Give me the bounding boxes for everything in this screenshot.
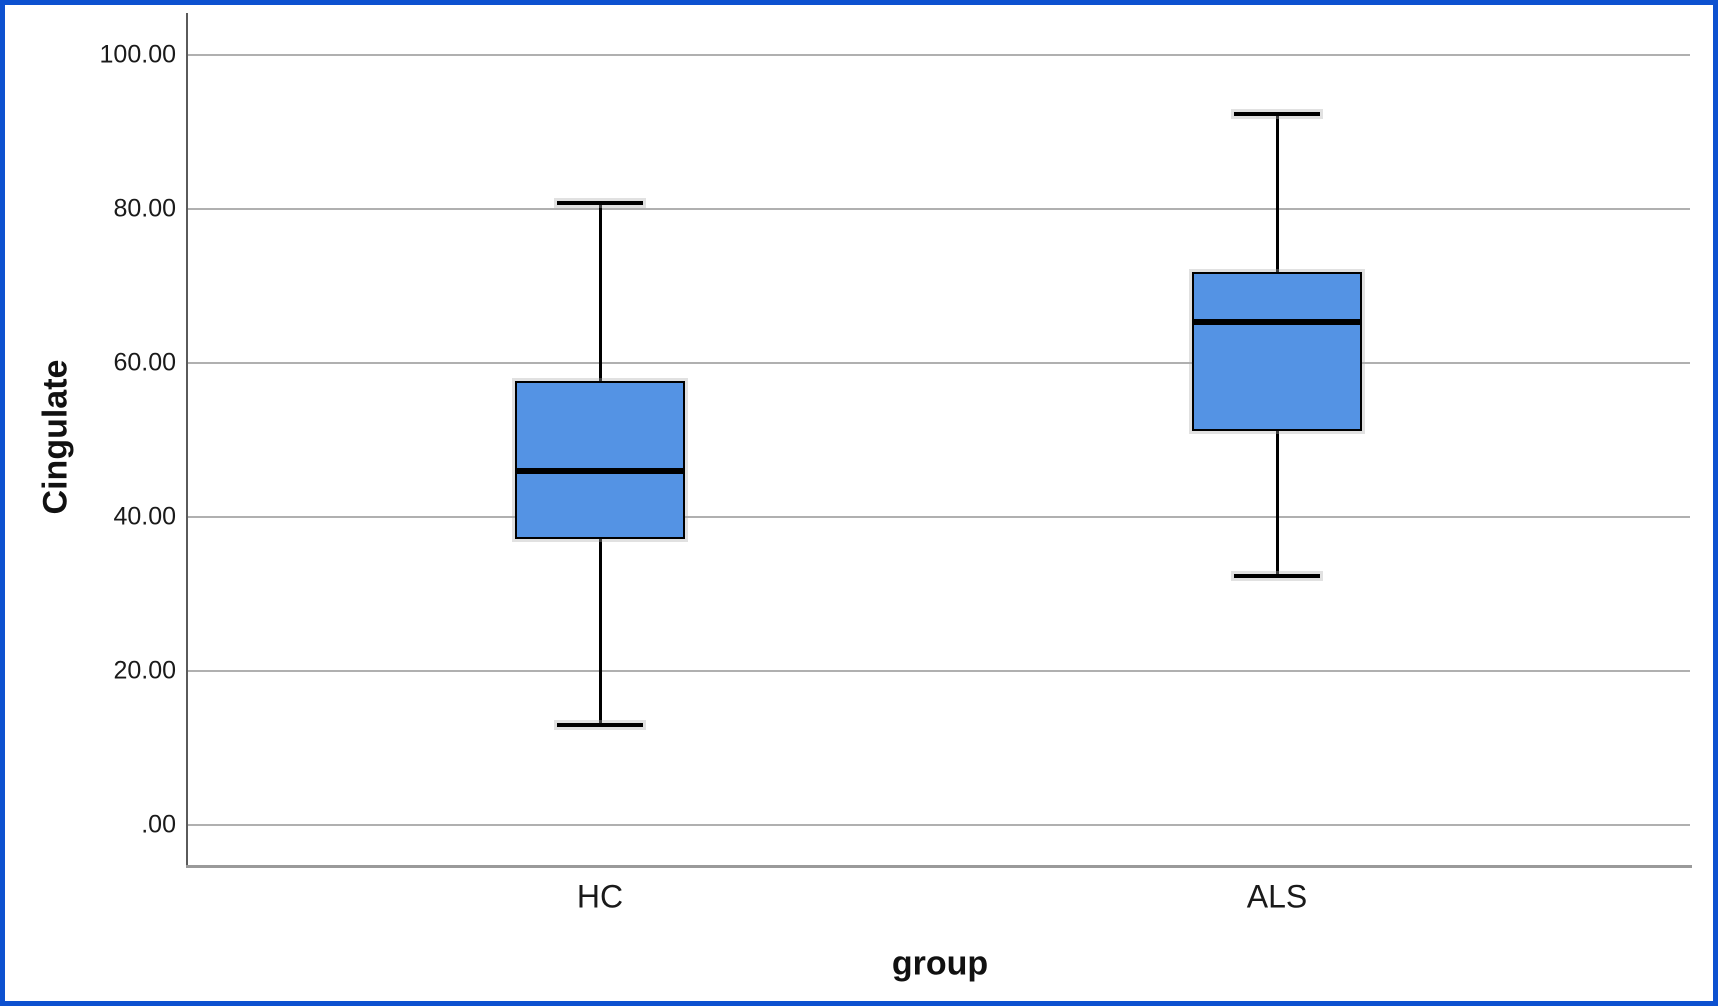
lower-whisker-stem	[1275, 430, 1279, 577]
y-tick-label: 40.00	[113, 502, 176, 531]
y-axis-title: Cingulate	[36, 359, 75, 515]
lower-whisker-cap	[557, 722, 643, 727]
y-tick-label: .00	[141, 810, 176, 839]
y-tick-label: 20.00	[113, 656, 176, 685]
x-axis-line	[186, 865, 1692, 868]
lower-whisker-cap	[1234, 574, 1320, 579]
median-line	[515, 467, 685, 474]
y-tick-label: 60.00	[113, 348, 176, 377]
gridline	[188, 516, 1690, 518]
category-label-hc: HC	[576, 878, 624, 915]
gridline	[188, 362, 1690, 364]
iqr-box	[1192, 272, 1362, 431]
lower-whisker-stem	[598, 538, 602, 725]
upper-whisker-stem	[598, 202, 602, 381]
gridline	[188, 54, 1690, 56]
y-tick-label: 100.00	[99, 40, 176, 69]
gridline	[188, 670, 1690, 672]
gridline	[188, 824, 1690, 826]
y-tick-label: 80.00	[113, 194, 176, 223]
category-label-als: ALS	[1246, 878, 1308, 915]
upper-whisker-stem	[1275, 113, 1279, 273]
upper-whisker-cap	[557, 200, 643, 205]
median-line	[1192, 319, 1362, 326]
x-axis-title: group	[891, 944, 989, 983]
upper-whisker-cap	[1234, 111, 1320, 116]
gridline	[188, 208, 1690, 210]
y-axis-line	[186, 13, 188, 868]
iqr-box	[515, 380, 685, 539]
